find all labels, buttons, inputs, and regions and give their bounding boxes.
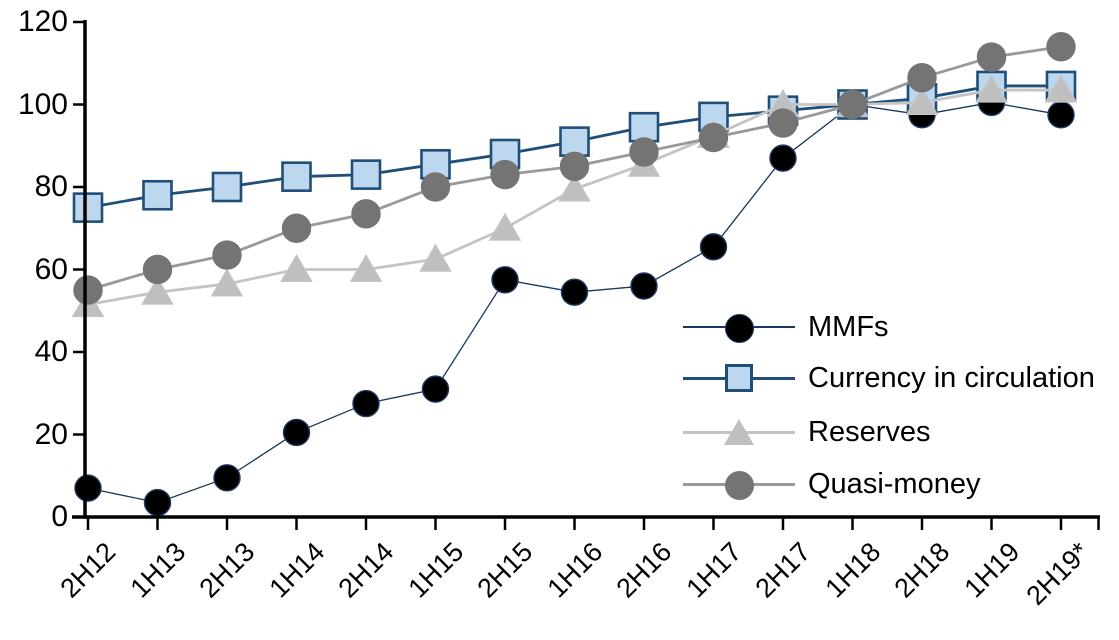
marker-mmfs-1H13 xyxy=(143,488,172,517)
marker-currency-in-circulation-2H16 xyxy=(628,111,660,143)
marker-reserves-1H13 xyxy=(141,276,174,305)
marker-quasi-money-2H14 xyxy=(351,199,381,229)
marker-quasi-money-2H18 xyxy=(907,62,937,93)
marker-quasi-money-1H14 xyxy=(281,213,312,243)
marker-reserves-2H15 xyxy=(488,212,522,241)
marker-mmfs-1H17 xyxy=(699,233,728,261)
marker-quasi-money-1H15 xyxy=(420,172,451,202)
marker-quasi-money-2H15 xyxy=(490,159,520,190)
marker-mmfs-2H13 xyxy=(213,464,241,492)
y-axis-label: 100 xyxy=(17,87,68,121)
marker-quasi-money-1H13 xyxy=(142,254,173,285)
marker-quasi-money-1H18 xyxy=(837,89,868,120)
marker-quasi-money-2H19* xyxy=(1046,32,1076,62)
marker-quasi-money-1H16 xyxy=(559,151,590,182)
marker-mmfs-2H16 xyxy=(630,272,658,300)
marker-quasi-money-2H12 xyxy=(73,275,103,305)
marker-quasi-money-2H13 xyxy=(212,240,242,270)
marker-mmfs-2H14 xyxy=(352,389,380,418)
y-axis-label: 0 xyxy=(51,500,68,533)
y-axis-label: 20 xyxy=(34,417,68,451)
y-axis-label: 40 xyxy=(34,335,68,368)
marker-reserves-1H16 xyxy=(558,173,591,202)
marker-mmfs-2H12 xyxy=(74,474,102,502)
marker-reserves-2H13 xyxy=(210,268,244,297)
marker-currency-in-circulation-2H12 xyxy=(72,192,104,223)
marker-mmfs-1H14 xyxy=(282,418,311,447)
marker-mmfs-1H16 xyxy=(560,278,589,306)
marker-mmfs-2H15 xyxy=(491,266,519,294)
marker-reserves-1H15 xyxy=(419,243,452,272)
marker-reserves-2H19* xyxy=(1044,74,1078,103)
marker-currency-in-circulation-2H13 xyxy=(211,171,243,203)
marker-quasi-money-1H17 xyxy=(698,122,729,153)
marker-currency-in-circulation-1H14 xyxy=(281,161,312,192)
marker-currency-in-circulation-1H16 xyxy=(559,126,590,157)
marker-currency-in-circulation-2H14 xyxy=(350,159,382,190)
marker-mmfs-2H19* xyxy=(1047,101,1075,129)
marker-currency-in-circulation-1H13 xyxy=(142,179,173,211)
marker-reserves-2H18 xyxy=(905,86,939,115)
marker-mmfs-2H17 xyxy=(769,144,797,172)
marker-quasi-money-2H17 xyxy=(768,108,798,138)
marker-reserves-1H19 xyxy=(975,74,1008,103)
y-axis-label: 60 xyxy=(34,252,68,286)
marker-currency-in-circulation-1H15 xyxy=(420,149,451,180)
marker-quasi-money-1H19 xyxy=(976,42,1007,72)
y-axis-label: 80 xyxy=(34,170,68,203)
marker-reserves-1H14 xyxy=(280,254,313,282)
marker-reserves-2H14 xyxy=(349,254,383,282)
marker-quasi-money-2H16 xyxy=(629,137,659,167)
marker-mmfs-1H15 xyxy=(421,375,450,403)
y-axis-label: 120 xyxy=(17,5,68,38)
